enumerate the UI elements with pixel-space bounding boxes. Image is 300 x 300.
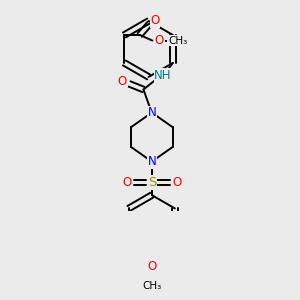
Text: O: O [155,34,164,47]
Text: N: N [148,155,156,168]
Text: NH: NH [154,69,172,82]
Text: O: O [172,176,182,189]
Text: N: N [148,106,156,119]
Text: CH₃: CH₃ [142,281,161,291]
Text: O: O [122,176,131,189]
Text: CH₃: CH₃ [168,36,187,46]
Text: O: O [151,14,160,28]
Text: O: O [118,75,127,88]
Text: O: O [147,260,157,273]
Text: S: S [148,176,156,189]
